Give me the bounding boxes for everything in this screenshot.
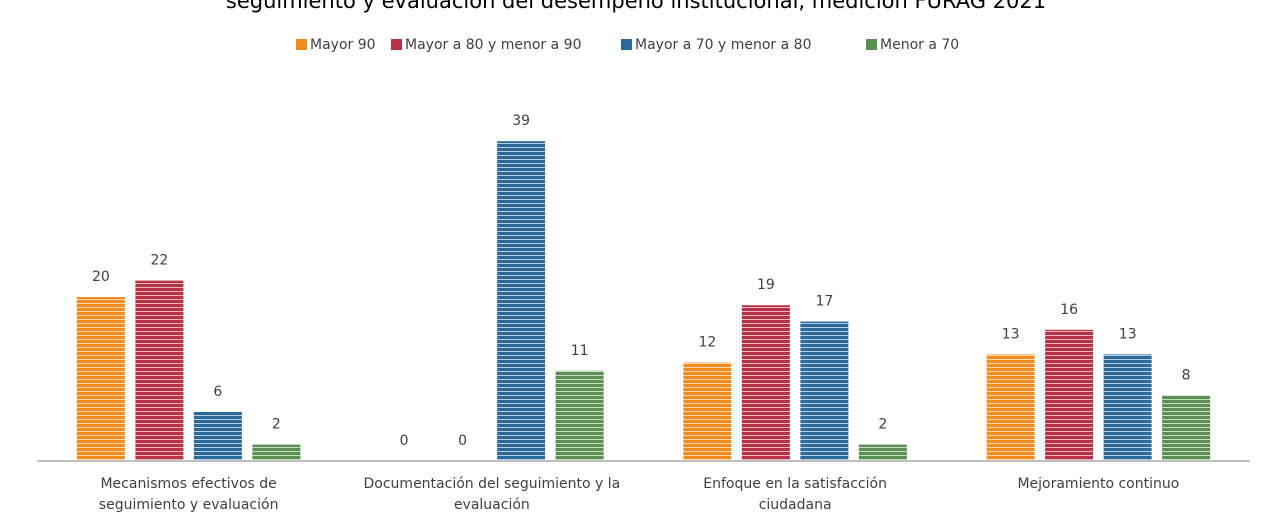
bar (76, 297, 125, 461)
value-label: 20 (92, 269, 110, 285)
chart-title: seguimiento y evaluación del desempeño i… (226, 0, 1046, 13)
legend-swatch (621, 39, 632, 50)
value-label: 17 (815, 294, 833, 310)
legend-label: Menor a 70 (880, 37, 959, 53)
value-label: 2 (272, 417, 281, 433)
bar (741, 305, 790, 461)
bar (555, 370, 604, 461)
value-label: 11 (571, 343, 589, 359)
value-label: 12 (698, 335, 716, 351)
legend-swatch (391, 39, 402, 50)
value-label: 0 (458, 433, 467, 449)
value-label: 16 (1060, 302, 1078, 318)
value-label: 2 (878, 417, 887, 433)
value-label: 13 (1119, 326, 1137, 342)
value-label: 19 (757, 277, 775, 293)
value-label: 6 (213, 384, 222, 400)
bar (1045, 329, 1094, 461)
legend-label: Mayor a 80 y menor a 90 (405, 37, 581, 53)
x-tick-label: Enfoque en la satisfacción ciudadana (703, 476, 887, 513)
bar (193, 411, 242, 461)
legend-swatch (296, 39, 307, 50)
value-label: 13 (1002, 326, 1020, 342)
x-tick-label: Mejoramiento continuo (1017, 476, 1180, 492)
legend-label: Mayor a 70 y menor a 80 (635, 37, 811, 53)
bar (683, 362, 732, 461)
bar (1162, 395, 1211, 461)
bar (858, 444, 907, 461)
bar (252, 444, 301, 461)
bar (497, 141, 546, 461)
bar (986, 354, 1035, 461)
bar (800, 321, 849, 461)
legend-label: Mayor 90 (310, 37, 376, 53)
value-label: 8 (1182, 367, 1191, 383)
x-tick-label: Mecanismos efectivos de seguimiento y ev… (98, 476, 279, 513)
value-label: 22 (150, 253, 168, 269)
x-tick-label: Documentación del seguimiento y la evalu… (363, 476, 621, 513)
bar (135, 280, 184, 461)
legend-swatch (866, 39, 877, 50)
value-label: 0 (400, 433, 409, 449)
value-label: 39 (512, 113, 530, 129)
bar (1103, 354, 1152, 461)
